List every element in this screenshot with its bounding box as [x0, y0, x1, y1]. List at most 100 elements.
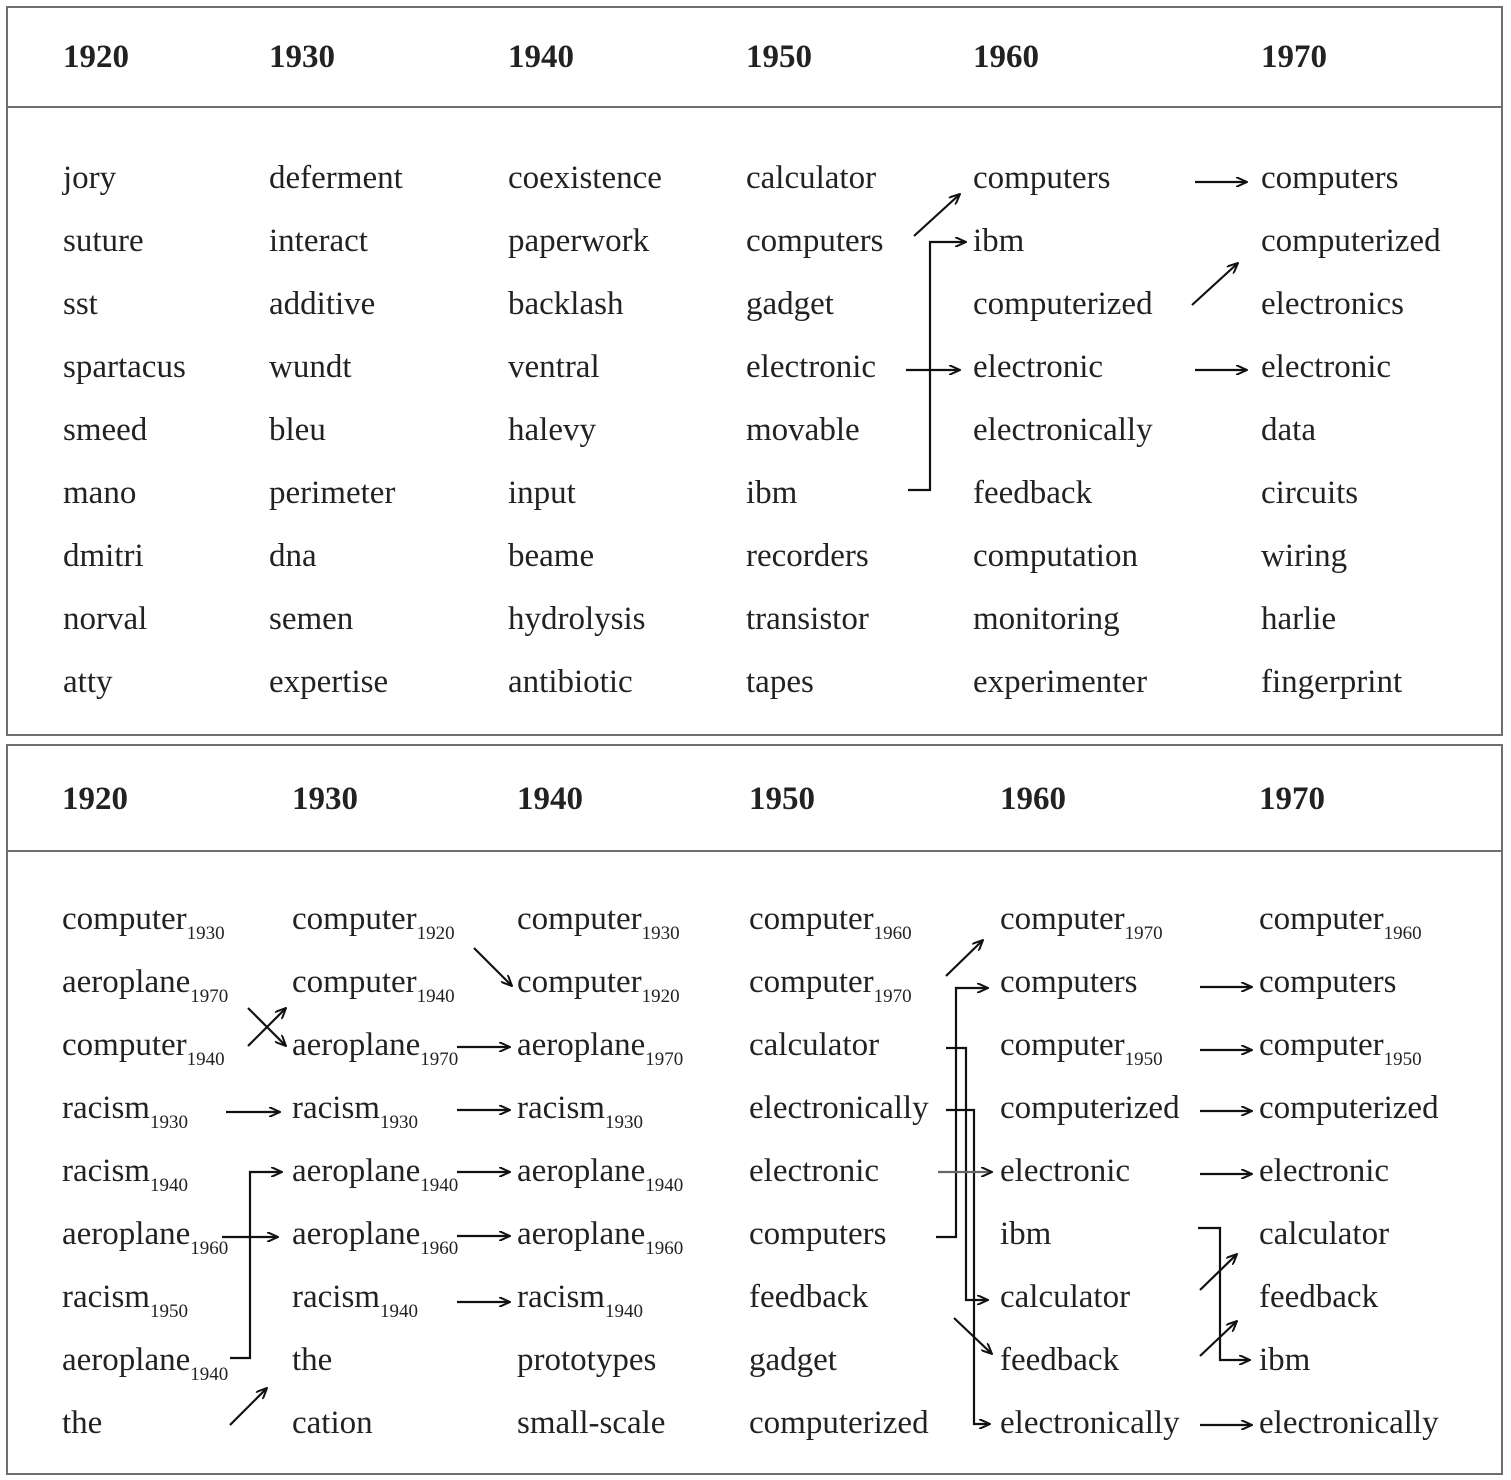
word-text: computers — [1000, 964, 1138, 1000]
word-text: calculator — [749, 1027, 880, 1063]
word-item: electronically — [749, 1092, 929, 1125]
word-item: perimeter — [269, 475, 396, 511]
word-text: computer — [292, 901, 417, 937]
year-subscript: 1940 — [416, 986, 455, 1007]
word-item: dna — [269, 538, 317, 574]
word-item: calculator — [746, 160, 877, 196]
word-text: racism — [62, 1090, 150, 1126]
word-item: antibiotic — [508, 664, 633, 700]
word-item: racism1930 — [517, 1092, 643, 1133]
word-text: prototypes — [517, 1342, 657, 1378]
year-subscript: 1970 — [420, 1049, 459, 1070]
word-item: computers — [973, 160, 1111, 196]
word-item: aeroplane1970 — [517, 1029, 683, 1070]
word-item: computerized — [973, 286, 1153, 322]
word-item: bleu — [269, 412, 326, 448]
word-item: coexistence — [508, 160, 662, 196]
year-subscript: 1970 — [873, 986, 912, 1007]
word-text: computer — [1259, 901, 1384, 937]
word-item: calculator — [749, 1029, 879, 1062]
word-text: racism — [292, 1090, 380, 1126]
word-item: computers — [746, 223, 884, 259]
word-item: data — [1261, 412, 1316, 448]
word-text: computer — [517, 901, 642, 937]
year-subscript: 1960 — [420, 1238, 459, 1259]
word-item: ventral — [508, 349, 600, 385]
word-item: electronically — [1259, 1407, 1439, 1440]
word-text: aeroplane — [62, 1216, 191, 1252]
word-text: gadget — [749, 1342, 837, 1378]
word-item: wundt — [269, 349, 352, 385]
word-item: electronically — [973, 412, 1153, 448]
word-text: feedback — [1000, 1342, 1120, 1378]
word-item: hydrolysis — [508, 601, 646, 637]
year-subscript: 1940 — [379, 1301, 418, 1322]
word-text: ibm — [1259, 1342, 1311, 1378]
word-item: smeed — [63, 412, 148, 448]
word-item: aeroplane1940 — [292, 1155, 458, 1196]
word-item: wiring — [1261, 538, 1348, 574]
year-subscript: 1970 — [645, 1049, 684, 1070]
word-item: computer1920 — [292, 901, 455, 944]
year-subscript: 1930 — [604, 1112, 643, 1133]
word-item: norval — [63, 601, 148, 637]
word-item: cation — [292, 1407, 373, 1440]
word-item: movable — [746, 412, 860, 448]
year-subscript: 1930 — [149, 1112, 188, 1133]
year-subscript: 1970 — [190, 986, 229, 1007]
word-item: expertise — [269, 664, 389, 700]
word-text: small-scale — [517, 1405, 666, 1441]
year-subscript: 1950 — [1124, 1049, 1163, 1070]
word-text: computerized — [1000, 1090, 1180, 1126]
word-text: electronic — [1000, 1153, 1131, 1189]
year-subscript: 1940 — [149, 1175, 188, 1196]
word-text: electronic — [749, 1153, 880, 1189]
word-item: jory — [63, 160, 117, 196]
year-header: 1950 — [746, 39, 812, 75]
word-item: racism1940 — [292, 1281, 418, 1322]
word-item: electronically — [1000, 1407, 1180, 1440]
word-item: computer1930 — [62, 901, 225, 944]
word-text: computer — [1000, 901, 1125, 937]
year-subscript: 1940 — [604, 1301, 643, 1322]
word-item: gadget — [746, 286, 834, 322]
word-item: ibm — [1259, 1344, 1310, 1377]
word-text: computer — [1000, 1027, 1125, 1063]
word-item: prototypes — [517, 1344, 656, 1377]
year-subscript: 1950 — [1383, 1049, 1422, 1070]
word-item: small-scale — [517, 1407, 665, 1440]
word-text: computer — [62, 901, 187, 937]
word-item: harlie — [1261, 601, 1337, 637]
word-item: the — [62, 1407, 102, 1440]
word-text: computer — [517, 964, 642, 1000]
word-item: computerized — [749, 1407, 929, 1440]
word-item: aeroplane1970 — [292, 1029, 458, 1070]
word-text: computer — [1259, 1027, 1384, 1063]
word-item: electronics — [1261, 286, 1404, 322]
year-subscript: 1960 — [190, 1238, 229, 1259]
word-item: ibm — [973, 223, 1025, 259]
word-text: ibm — [1000, 1216, 1052, 1252]
word-item: recorders — [746, 538, 869, 574]
word-item: aeroplane1960 — [62, 1216, 228, 1259]
year-header: 1960 — [973, 39, 1039, 75]
top-panel — [6, 6, 1503, 736]
year-subscript: 1960 — [645, 1238, 684, 1259]
word-item: computers — [749, 1218, 886, 1251]
year-header: 1930 — [269, 39, 335, 75]
word-text: the — [62, 1405, 103, 1441]
word-item: electronic — [746, 349, 877, 385]
word-text: electronically — [1259, 1405, 1439, 1441]
word-text: electronically — [1000, 1405, 1180, 1441]
word-item: electronic — [1261, 349, 1392, 385]
word-item: gadget — [749, 1344, 837, 1377]
word-item: fingerprint — [1261, 664, 1403, 700]
word-text: computerized — [749, 1405, 929, 1441]
word-item: dmitri — [63, 538, 144, 574]
word-item: additive — [269, 286, 376, 322]
word-item: computer1920 — [517, 964, 680, 1007]
word-item: computerized — [1259, 1092, 1439, 1125]
word-item: aeroplane1960 — [517, 1218, 683, 1259]
word-text: calculator — [1000, 1279, 1131, 1315]
word-item: computers — [1259, 966, 1396, 999]
